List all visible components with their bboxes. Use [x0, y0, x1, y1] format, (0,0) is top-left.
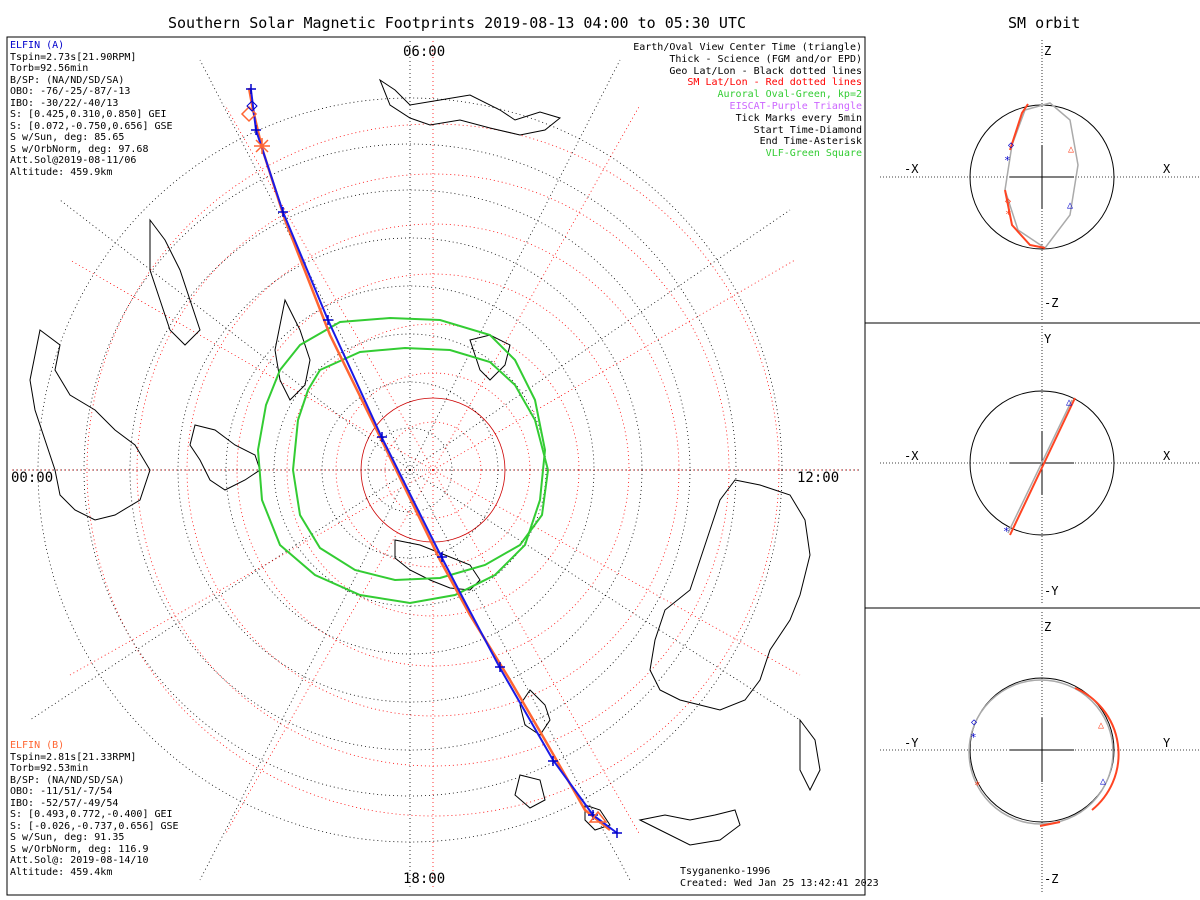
panel2-top-label: Y	[1044, 332, 1052, 346]
svg-text:△: △	[1066, 397, 1072, 408]
created-label: Created: Wed Jan 25 13:42:41 2023	[680, 877, 879, 889]
panel1-bottom-label: -Z	[1044, 296, 1059, 310]
elfin-a-line: S w/OrbNorm, deg: 97.68	[10, 143, 149, 155]
svg-text:◇: ◇	[1005, 196, 1011, 207]
svg-text:△: △	[1100, 776, 1106, 787]
elfin-b-info: ELFIN (B) Tspin=2.81s[21.33RPM] Torb=92.…	[10, 740, 179, 878]
orbit-panel-yz: ◇ * * △ △	[880, 612, 1200, 893]
orbit-panel-xy: * △	[880, 326, 1200, 605]
panel1-left-label: -X	[904, 162, 919, 176]
elfin-a-line: OBO: -76/-25/-87/-13	[10, 86, 131, 97]
elfin-b-line: Torb=92.53min	[10, 763, 89, 774]
elfin-b-line: Att.Sol@: 2019-08-14/10	[10, 855, 149, 866]
elfin-a-tick-marks	[246, 84, 622, 838]
earth-circle	[969, 677, 1115, 823]
time-label-right: 12:00	[797, 470, 840, 486]
elfin-a-line: Att.Sol@2019-08-11/06	[10, 155, 137, 166]
svg-text:△: △	[1068, 144, 1074, 155]
elfin-a-line: S w/Sun, deg: 85.65	[10, 132, 125, 143]
elfin-b-name: ELFIN (B)	[10, 740, 65, 751]
elfin-a-line: Torb=92.56min	[10, 63, 89, 74]
elfin-b-line: Tspin=2.81s[21.33RPM]	[10, 751, 137, 763]
legend-entry: Geo Lat/Lon - Black dotted lines	[669, 65, 862, 77]
legend-entry: Thick - Science (FGM and/or EPD)	[669, 53, 862, 65]
elfin-b-line: IBO: -52/57/-49/54	[10, 797, 119, 809]
orbit-panel-xz: ◇ * ◇ * △ △	[880, 40, 1200, 320]
elfin-a-line: Tspin=2.73s[21.90RPM]	[10, 51, 137, 63]
elfin-a-line: Altitude: 459.9km	[10, 166, 113, 178]
legend-entry: SM Lat/Lon - Red dotted lines	[687, 77, 862, 89]
svg-text:◇: ◇	[971, 717, 977, 728]
panel3-top-label: Z	[1044, 620, 1052, 634]
svg-text:*: *	[1003, 525, 1010, 538]
elfin-b-end-marker	[588, 810, 608, 823]
model-label: Tsyganenko-1996	[680, 866, 771, 877]
legend-entry: Tick Marks every 5min	[735, 112, 862, 124]
legend-entry: VLF-Green Square	[765, 148, 862, 160]
elfin-a-start-diamond	[246, 100, 258, 112]
elfin-b-line: B/SP: (NA/ND/SD/SA)	[10, 774, 125, 786]
elfin-a-line: S: [0.072,-0.750,0.656] GSE	[10, 120, 173, 132]
panel3-right-label: Y	[1163, 736, 1171, 750]
elfin-a-info: ELFIN (A) Tspin=2.73s[21.90RPM] Torb=92.…	[10, 40, 173, 178]
map-frame	[6, 36, 866, 896]
elfin-b-line: S: [-0.026,-0.737,0.656] GSE	[10, 820, 179, 832]
auroral-oval-inner	[291, 346, 550, 582]
geo-meridians	[10, 40, 860, 890]
elfin-b-line: OBO: -11/51/-7/54	[10, 786, 113, 797]
panel2-left-label: -X	[904, 449, 919, 463]
time-label-bottom: 18:00	[403, 871, 446, 887]
legend-entry: Auroral Oval-Green, kp=2	[717, 89, 863, 101]
plot-title: Southern Solar Magnetic Footprints 2019-…	[168, 14, 746, 32]
footer: Tsyganenko-1996 Created: Wed Jan 25 13:4…	[680, 866, 879, 889]
svg-text:*: *	[970, 731, 977, 744]
panel2-bottom-label: -Y	[1044, 584, 1059, 598]
elfin-b-end-asterisk	[254, 138, 270, 154]
svg-text:△: △	[1067, 200, 1073, 211]
panel3-bottom-label: -Z	[1044, 872, 1059, 886]
svg-text:◇: ◇	[1008, 140, 1014, 151]
panel2-right-label: X	[1163, 449, 1171, 463]
panel3-left-label: -Y	[904, 736, 919, 750]
earth-circle	[969, 390, 1115, 536]
elfin-b-line: S w/Sun, deg: 91.35	[10, 832, 125, 843]
time-label-top: 06:00	[403, 44, 446, 60]
svg-text:△: △	[1098, 720, 1104, 731]
elfin-a-name: ELFIN (A)	[10, 40, 65, 51]
elfin-b-line: S: [0.493,0.772,-0.400] GEI	[10, 809, 173, 820]
elfin-b-line: Altitude: 459.4km	[10, 866, 113, 878]
legend-entry: Earth/Oval View Center Time (triangle)	[633, 42, 862, 53]
elfin-a-line: B/SP: (NA/ND/SD/SA)	[10, 74, 125, 86]
orbit-title: SM orbit	[1008, 14, 1081, 32]
legend-entry: End Time-Asterisk	[759, 136, 862, 148]
sm-meridians	[10, 40, 860, 890]
svg-text:*: *	[974, 779, 981, 792]
time-label-left: 00:00	[11, 470, 54, 486]
auroral-oval-outer	[256, 316, 547, 605]
panel1-right-label: X	[1163, 162, 1171, 176]
elfin-a-line: IBO: -30/22/-40/13	[10, 97, 119, 109]
legend-entry: Start Time-Diamond	[753, 124, 862, 136]
legend: Earth/Oval View Center Time (triangle) T…	[633, 42, 862, 160]
elfin-b-start-diamond	[240, 105, 258, 123]
svg-text:*: *	[1005, 208, 1012, 221]
svg-text:*: *	[1004, 154, 1011, 167]
elfin-a-line: S: [0.425,0.310,0.850] GEI	[10, 109, 167, 120]
elfin-b-line: S w/OrbNorm, deg: 116.9	[10, 843, 149, 855]
legend-entry: EISCAT-Purple Triangle	[729, 100, 862, 112]
panel1-top-label: Z	[1044, 44, 1052, 58]
